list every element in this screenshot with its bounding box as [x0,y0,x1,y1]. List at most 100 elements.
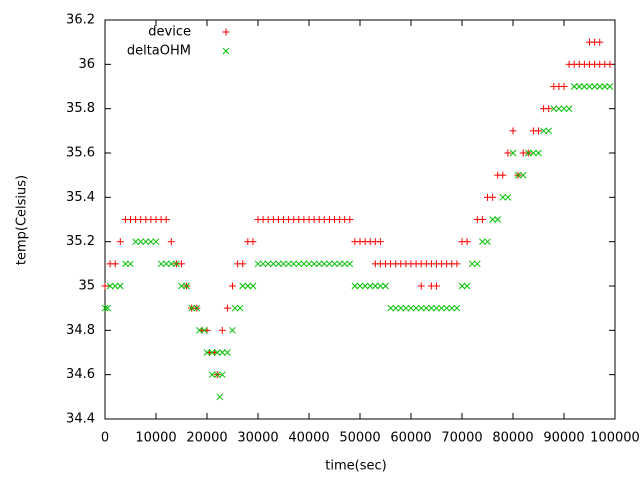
data-point [331,260,338,268]
marker-stroke [453,304,461,312]
marker-stroke [264,260,272,268]
data-point [236,304,244,312]
x-tick-label: 80000 [492,431,533,446]
data-point [397,304,405,312]
data-point [254,260,262,268]
data-point [371,282,379,290]
marker-stroke [208,371,216,379]
marker-stroke [193,304,201,312]
marker-stroke [152,238,160,246]
data-point [530,149,537,157]
data-point [494,216,502,223]
marker-stroke [443,304,451,312]
marker-stroke [586,83,593,90]
marker-stroke [346,260,354,268]
marker-stroke [407,304,415,312]
data-point [473,260,481,268]
data-point [152,238,160,246]
marker-stroke [371,282,379,290]
data-point [193,304,201,312]
data-point [336,260,343,268]
marker-stroke [504,193,512,201]
marker-stroke [473,260,481,268]
data-point [208,371,216,379]
data-point [499,193,507,201]
marker-stroke [285,260,292,268]
data-point [224,349,231,356]
data-point [162,260,170,268]
data-point [377,282,384,290]
marker-stroke [147,238,155,246]
data-point [104,304,111,312]
marker-stroke [310,260,318,268]
data-point [428,304,435,312]
marker-stroke [535,149,542,157]
data-point [422,304,430,312]
data-point [167,238,175,246]
data-point [178,282,185,290]
data-point [229,282,236,290]
data-point [565,105,573,113]
marker-stroke [111,282,119,290]
marker-stroke [433,304,440,312]
marker-stroke [575,83,583,90]
data-point [499,171,507,179]
data-point [606,83,614,90]
marker-stroke [231,304,239,312]
marker-stroke [320,260,328,268]
marker-stroke [315,260,323,268]
data-point [195,326,203,334]
data-point [142,238,150,246]
marker-stroke [570,83,578,90]
x-tick-label: 10000 [135,431,176,446]
data-point [387,304,394,312]
data-point [188,304,196,312]
data-point [550,105,558,113]
data-point [433,282,440,290]
marker-stroke [438,304,445,312]
data-point [433,304,440,312]
marker-stroke [341,260,349,268]
marker-stroke [494,216,502,223]
y-tick-label: 35.2 [66,234,95,249]
marker-stroke [218,349,226,356]
marker-stroke [122,260,129,268]
data-point [535,149,542,157]
data-point [229,326,236,334]
data-point [509,127,517,135]
marker-stroke [524,149,532,157]
marker-stroke [581,83,588,90]
marker-stroke [428,304,435,312]
data-point [448,304,456,312]
marker-stroke [402,304,410,312]
marker-stroke [417,304,425,312]
data-point [509,149,517,157]
data-point [417,304,425,312]
marker-stroke [239,282,247,290]
marker-stroke [275,260,282,268]
y-tick-label: 36.2 [66,13,95,28]
marker-stroke [509,149,517,157]
marker-stroke [560,105,568,113]
y-tick-label: 35.8 [66,101,95,116]
data-point [290,260,298,268]
data-point [458,282,466,290]
data-point [596,38,604,46]
data-point [504,149,512,157]
data-point [213,371,221,379]
data-point [504,193,512,201]
marker-stroke [305,260,313,268]
legend-label: deltaOHM [127,44,191,59]
data-point [412,304,420,312]
data-point [269,260,277,268]
data-point [218,326,226,334]
marker-stroke [382,282,389,290]
data-point [484,238,491,246]
data-point [545,127,553,135]
data-point [489,193,497,201]
x-tick-label: 70000 [441,431,482,446]
y-tick-label: 34.8 [66,323,95,338]
marker-stroke [269,260,277,268]
marker-stroke [519,171,527,179]
